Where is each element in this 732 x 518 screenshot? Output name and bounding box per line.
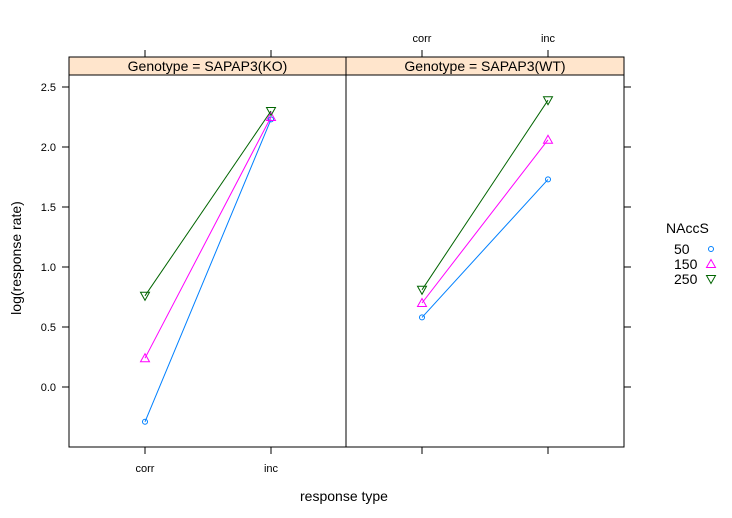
y-tick-label-1.0: 1.0 <box>41 262 56 274</box>
series-line-150-panel-2 <box>421 139 549 304</box>
series-line-50-panel-1 <box>144 119 272 422</box>
data-point-250-corr-panel-2 <box>416 285 428 296</box>
x-tick-label-top-corr: corr <box>413 33 432 45</box>
data-point-50-inc-panel-1 <box>268 116 274 123</box>
y-axis-title: log(response rate) <box>8 201 24 315</box>
data-point-50-inc-panel-2 <box>545 176 551 183</box>
legend-marker-50 <box>708 246 714 252</box>
legend-label-150: 150 <box>674 256 698 272</box>
data-point-250-corr-panel-1 <box>139 291 151 302</box>
legend-marker-150 <box>705 258 717 268</box>
x-axis-title: response type <box>300 488 388 504</box>
y-tick-label-0.5: 0.5 <box>41 322 56 334</box>
data-point-150-corr-panel-2 <box>416 297 428 307</box>
panel-strip-label-1: Genotype = SAPAP3(KO) <box>128 58 288 74</box>
series-line-50-panel-2 <box>421 179 549 318</box>
y-tick-label-1.5: 1.5 <box>41 202 56 214</box>
x-tick-label-top-inc: inc <box>541 33 556 45</box>
data-point-150-corr-panel-1 <box>139 352 151 363</box>
series-line-250-panel-1 <box>144 110 272 297</box>
y-tick-label-2.5: 2.5 <box>41 82 56 94</box>
series-line-250-panel-2 <box>421 99 549 291</box>
panel-box-1 <box>68 74 347 448</box>
legend-label-50: 50 <box>674 241 690 257</box>
x-tick-label-bottom-corr: corr <box>136 463 155 475</box>
panel-frames: Genotype = SAPAP3(KO) Genotype = SAPAP3(W… <box>68 56 625 448</box>
chart-marks <box>139 96 554 425</box>
legend-marker-250 <box>705 275 717 285</box>
chart-axes: corr corr inc inc 0.0 0.5 1.0 1.5 2.0 2.5 <box>41 33 631 475</box>
panel-strip-label-2: Genotype = SAPAP3(WT) <box>404 58 565 74</box>
data-point-50-corr-panel-2 <box>419 314 425 321</box>
data-point-250-inc-panel-2 <box>542 96 554 106</box>
y-tick-label-0.0: 0.0 <box>41 382 56 394</box>
data-point-250-inc-panel-1 <box>265 107 277 117</box>
data-point-150-inc-panel-1 <box>265 111 277 121</box>
y-tick-label-2.0: 2.0 <box>41 142 56 154</box>
legend-label-250: 250 <box>674 271 698 287</box>
data-point-150-inc-panel-2 <box>542 134 554 144</box>
series-line-150-panel-1 <box>144 116 272 359</box>
data-point-50-corr-panel-1 <box>142 418 148 425</box>
legend-title: NAccS <box>666 220 709 236</box>
panel-box-2 <box>345 74 625 448</box>
x-tick-label-bottom-inc: inc <box>264 463 279 475</box>
